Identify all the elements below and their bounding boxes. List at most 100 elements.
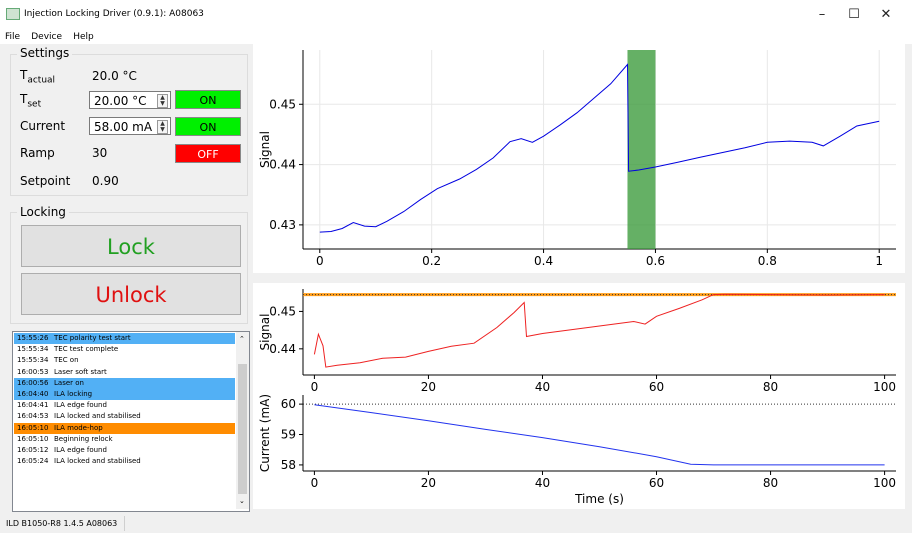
x-tick-label: 80 [763, 380, 778, 394]
y-tick-label: 58 [281, 458, 296, 472]
y-tick-label: 60 [281, 397, 296, 411]
x-tick-label: 60 [649, 476, 664, 490]
event-log[interactable]: 15:55:26 TEC polarity test start 15:55:34 T… [12, 331, 250, 512]
menu-help[interactable]: Help [73, 32, 94, 42]
close-icon[interactable]: ✕ [880, 7, 892, 22]
scroll-thumb[interactable] [238, 364, 247, 494]
menu-file[interactable]: File [5, 32, 21, 42]
x-tick-label: 20 [421, 476, 436, 490]
log-message: Beginning relock [54, 434, 113, 443]
log-message: ILA locking [54, 390, 93, 398]
log-time: 16:04:41 [17, 401, 49, 410]
t-set-spinbox[interactable]: 20.00 °C ▲ ▼ [89, 91, 171, 109]
log-message: ILA locked and stabilised [54, 457, 141, 466]
log-entry[interactable]: 16:00:56 Laser on [14, 377, 235, 389]
log-time: 16:04:40 [17, 390, 49, 398]
x-tick-label: 0 [311, 476, 319, 490]
y-tick-label: 0.45 [269, 97, 296, 111]
y-tick-label: 59 [281, 428, 296, 442]
x-tick-label: 0.8 [758, 254, 777, 268]
x-tick-label: 0.4 [534, 254, 553, 268]
spin-arrows-icon[interactable]: ▲ ▼ [157, 94, 168, 108]
scroll-up-icon[interactable]: ⌃ [239, 335, 245, 343]
unlock-button[interactable]: Unlock [21, 273, 241, 315]
settings-group [10, 54, 248, 196]
current-label: Current [20, 119, 66, 133]
locking-group [10, 212, 248, 324]
log-entry[interactable]: 16:04:41 ILA edge found [14, 400, 235, 411]
log-entry[interactable]: 16:05:10 Beginning relock [14, 434, 235, 445]
top-plot-panel: 0 0.2 0.4 0.6 0.8 1 0.43 0.44 0.45 Signal [253, 44, 905, 273]
ramp-toggle-button[interactable]: OFF [175, 144, 241, 163]
y-axis-label: Signal [258, 131, 272, 168]
y-tick-label: 0.44 [269, 342, 296, 356]
locking-group-label: Locking [17, 205, 69, 219]
menu-device[interactable]: Device [31, 32, 63, 42]
x-tick-label: 0 [311, 380, 319, 394]
current-spinbox[interactable]: 58.00 mA ▲ ▼ [89, 117, 171, 135]
x-tick-label: 100 [873, 380, 896, 394]
x-tick-label: 20 [421, 380, 436, 394]
current-toggle-button[interactable]: ON [175, 117, 241, 136]
x-axis-label: Time (s) [574, 492, 624, 506]
y-tick-label: 0.43 [269, 218, 296, 232]
maximize-icon[interactable]: ☐ [848, 7, 860, 22]
log-time: 16:04:53 [17, 412, 49, 421]
setpoint-value: 0.90 [92, 174, 119, 188]
y-axis-label: Current (mA) [258, 394, 272, 472]
t-actual-label: Tactual [20, 68, 56, 86]
window-title: Injection Locking Driver (0.9.1): A08063 [24, 9, 204, 19]
t-set-label: Tset [20, 92, 42, 110]
log-message: ILA edge found [54, 446, 107, 454]
log-time: 16:00:56 [17, 378, 49, 387]
t-set-toggle-button[interactable]: ON [175, 90, 241, 109]
x-tick-label: 40 [535, 476, 550, 490]
app-icon [6, 8, 20, 20]
scroll-down-icon[interactable]: ⌄ [239, 497, 245, 505]
lock-window-band [627, 50, 656, 249]
log-message: Laser on [54, 378, 84, 387]
setpoint-label: Setpoint [20, 174, 71, 188]
data-series-line [319, 63, 880, 233]
ramp-value: 30 [92, 146, 108, 160]
log-time: 16:05:10 [17, 434, 49, 443]
x-tick-label: 0 [316, 254, 324, 268]
log-time: 15:55:34 [17, 356, 49, 365]
lock-button[interactable]: Lock [21, 225, 241, 267]
log-entry[interactable]: 15:55:34 TEC on [14, 355, 235, 366]
log-message: ILA locked and stabilised [54, 412, 141, 421]
status-separator [124, 516, 125, 531]
data-series-line [314, 404, 885, 466]
minimize-icon[interactable]: – [818, 7, 826, 22]
bottom-plot-panel: 0 20 40 60 80 100 0.44 0.45 Signal 0 20 40 60 80 100 58… [253, 283, 905, 509]
settings-group-label: Settings [17, 46, 73, 60]
x-tick-label: 0.6 [646, 254, 665, 268]
log-entry[interactable]: 16:05:10 ILA mode-hop [14, 422, 235, 434]
log-message: Laser soft start [54, 367, 107, 376]
x-tick-label: 60 [649, 380, 664, 394]
y-axis-label: Signal [258, 314, 272, 351]
log-entry[interactable]: 16:05:12 ILA edge found [14, 445, 235, 456]
log-time: 15:55:26 [17, 334, 49, 342]
x-tick-label: 100 [873, 476, 896, 490]
log-entry[interactable]: 16:04:53 ILA locked and stabilised [14, 411, 235, 422]
y-tick-label: 0.44 [269, 158, 296, 172]
log-entry[interactable]: 16:04:40 ILA locking [14, 389, 235, 400]
log-message: ILA edge found [54, 401, 107, 410]
log-message: TEC polarity test start [54, 334, 131, 342]
log-time: 16:05:10 [17, 423, 49, 432]
log-time: 15:55:34 [17, 345, 49, 354]
log-time: 16:05:12 [17, 446, 49, 454]
x-tick-label: 80 [763, 476, 778, 490]
title-bar: Injection Locking Driver (0.9.1): A08063… [0, 0, 912, 30]
ramp-label: Ramp [20, 146, 55, 160]
log-entry[interactable]: 16:05:24 ILA locked and stabilised [14, 456, 235, 467]
log-time: 16:00:53 [17, 367, 49, 376]
log-entry[interactable]: 15:55:34 TEC test complete [14, 344, 235, 355]
log-entry[interactable]: 15:55:26 TEC polarity test start [14, 333, 235, 344]
signal-vs-setpoint-chart: 0 0.2 0.4 0.6 0.8 1 0.43 0.44 0.45 Signal [258, 50, 896, 268]
spin-arrows-icon[interactable]: ▲ ▼ [157, 120, 168, 134]
log-entry[interactable]: 16:00:53 Laser soft start [14, 367, 235, 378]
log-scrollbar[interactable]: ⌃ ⌄ [236, 332, 249, 509]
x-tick-label: 40 [535, 380, 550, 394]
